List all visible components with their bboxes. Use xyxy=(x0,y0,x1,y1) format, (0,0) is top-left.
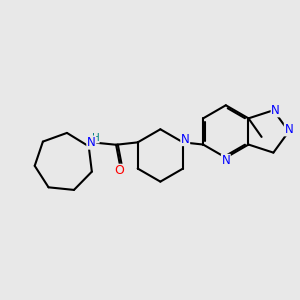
Text: O: O xyxy=(114,164,124,177)
Text: N: N xyxy=(221,154,230,167)
Text: N: N xyxy=(271,104,280,117)
Text: N: N xyxy=(87,136,96,149)
Text: N: N xyxy=(284,123,293,136)
Text: N: N xyxy=(181,133,190,146)
Text: H: H xyxy=(92,133,100,143)
